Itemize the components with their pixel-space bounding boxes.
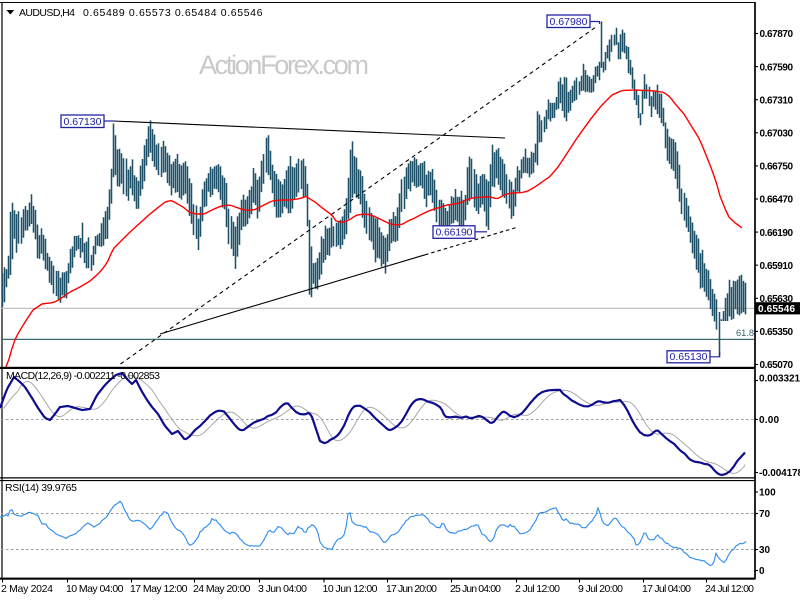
svg-text:AUDUSD,H4: AUDUSD,H4 xyxy=(19,7,75,19)
svg-text:9 Jul 20:00: 9 Jul 20:00 xyxy=(578,583,623,595)
svg-text:24 Jul 12:00: 24 Jul 12:00 xyxy=(705,583,754,595)
svg-text:61.8: 61.8 xyxy=(736,328,754,338)
svg-text:10 Jun 12:00: 10 Jun 12:00 xyxy=(323,583,378,595)
svg-text:0.66190: 0.66190 xyxy=(760,228,794,239)
svg-text:24 May 20:00: 24 May 20:00 xyxy=(193,583,251,595)
svg-text:30: 30 xyxy=(759,545,771,556)
svg-text:0.66190: 0.66190 xyxy=(436,227,473,239)
svg-text:100: 100 xyxy=(759,488,776,499)
svg-text:17 Jun 20:00: 17 Jun 20:00 xyxy=(386,583,437,595)
svg-text:0.67870: 0.67870 xyxy=(760,29,794,40)
svg-text:10 May 04:00: 10 May 04:00 xyxy=(66,583,124,595)
svg-text:-0.004178: -0.004178 xyxy=(759,468,800,479)
svg-text:0.00: 0.00 xyxy=(759,415,779,426)
svg-text:ActionForex.com: ActionForex.com xyxy=(199,50,369,80)
svg-text:17 May 12:00: 17 May 12:00 xyxy=(130,583,188,595)
svg-text:0.67030: 0.67030 xyxy=(760,129,794,140)
svg-text:0.65130: 0.65130 xyxy=(670,351,708,363)
svg-text:25 Jun 04:00: 25 Jun 04:00 xyxy=(450,583,501,595)
svg-text:0.67310: 0.67310 xyxy=(760,95,794,106)
svg-text:0.65350: 0.65350 xyxy=(760,327,794,338)
svg-text:0.65546: 0.65546 xyxy=(758,304,795,315)
svg-text:3 Jun 04:00: 3 Jun 04:00 xyxy=(258,583,307,595)
svg-text:MACD(12,26,9) -0.002211 -0.002: MACD(12,26,9) -0.002211 -0.002853 xyxy=(6,370,160,382)
svg-text:70: 70 xyxy=(759,509,771,520)
svg-text:0.66470: 0.66470 xyxy=(760,195,794,206)
svg-text:0.67130: 0.67130 xyxy=(64,116,102,128)
svg-text:0.65910: 0.65910 xyxy=(760,261,794,272)
svg-text:0.67590: 0.67590 xyxy=(760,62,794,73)
svg-text:2 Jul 12:00: 2 Jul 12:00 xyxy=(515,583,560,595)
svg-text:17 Jul 04:00: 17 Jul 04:00 xyxy=(642,583,691,595)
svg-text:2 May 2024: 2 May 2024 xyxy=(1,583,53,595)
svg-text:0.65070: 0.65070 xyxy=(760,360,794,371)
svg-text:RSI(14) 39.9765: RSI(14) 39.9765 xyxy=(5,482,77,494)
svg-text:0.65630: 0.65630 xyxy=(760,294,794,305)
svg-text:0.003321: 0.003321 xyxy=(759,374,800,385)
svg-text:0.66750: 0.66750 xyxy=(760,162,794,173)
svg-text:0: 0 xyxy=(759,566,765,577)
svg-text:0.65489 0.65573 0.65484 0.6554: 0.65489 0.65573 0.65484 0.65546 xyxy=(83,7,263,19)
svg-text:0.67980: 0.67980 xyxy=(550,16,588,28)
